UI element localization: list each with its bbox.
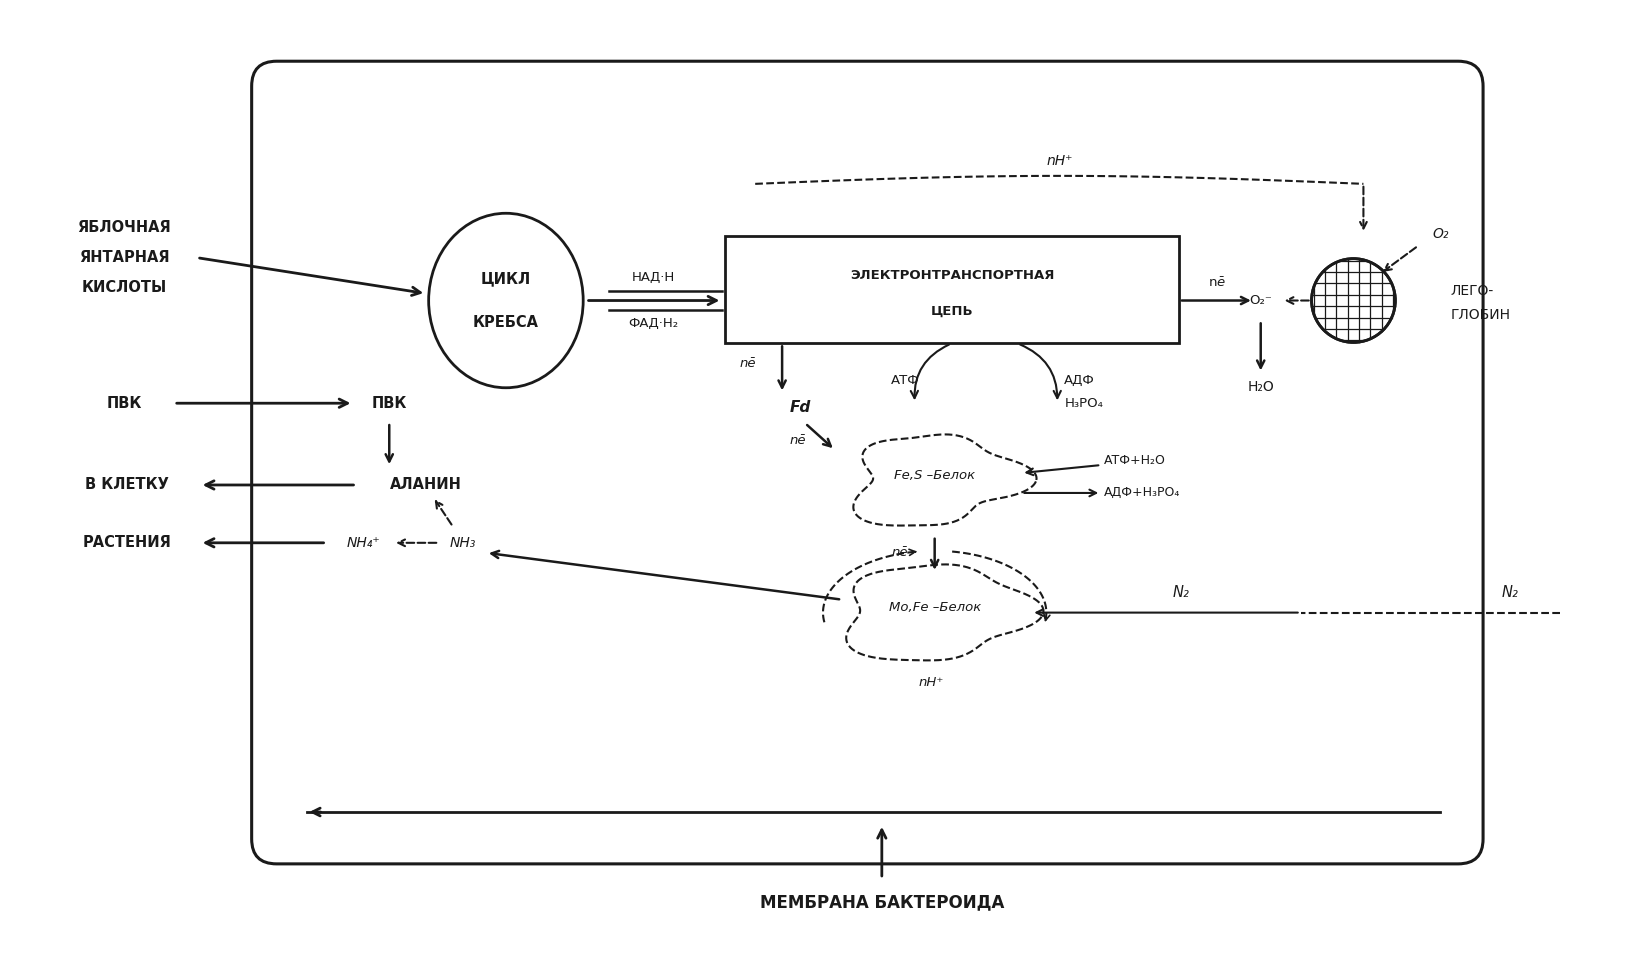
Text: NH₄⁺: NH₄⁺ bbox=[347, 536, 380, 550]
Text: N₂: N₂ bbox=[1502, 585, 1518, 600]
Text: В КЛЕТКУ: В КЛЕТКУ bbox=[85, 478, 169, 493]
Text: nē: nē bbox=[790, 434, 807, 447]
Text: ЯНТАРНАЯ: ЯНТАРНАЯ bbox=[79, 250, 169, 265]
Text: Fd: Fd bbox=[789, 400, 810, 414]
Text: nē: nē bbox=[739, 357, 756, 370]
Text: ПВК: ПВК bbox=[107, 395, 141, 411]
Text: КРЕБСА: КРЕБСА bbox=[473, 315, 539, 329]
Text: O₂: O₂ bbox=[1433, 226, 1449, 241]
Circle shape bbox=[1311, 259, 1395, 343]
Text: O₂⁻: O₂⁻ bbox=[1249, 294, 1272, 307]
Text: NH₃: NH₃ bbox=[450, 536, 476, 550]
Text: nē: nē bbox=[892, 546, 909, 560]
Text: ЦЕПЬ: ЦЕПЬ bbox=[932, 305, 973, 318]
Text: ЦИКЛ: ЦИКЛ bbox=[481, 271, 531, 286]
Text: АТФ: АТФ bbox=[891, 373, 918, 387]
Text: nН⁺: nН⁺ bbox=[918, 676, 945, 689]
Text: nН⁺: nН⁺ bbox=[1047, 154, 1073, 168]
Text: КИСЛОТЫ: КИСЛОТЫ bbox=[82, 280, 166, 295]
Text: АТФ+Н₂О: АТФ+Н₂О bbox=[1104, 454, 1167, 467]
Text: ЯБЛОЧНАЯ: ЯБЛОЧНАЯ bbox=[77, 221, 171, 235]
Text: Fe,S –Белок: Fe,S –Белок bbox=[894, 469, 976, 481]
Bar bbox=[725, 236, 1180, 344]
Text: Mo,Fe –Белок: Mo,Fe –Белок bbox=[889, 601, 981, 614]
Text: N₂: N₂ bbox=[1173, 585, 1190, 600]
Text: РАСТЕНИЯ: РАСТЕНИЯ bbox=[82, 536, 171, 550]
Text: АЛАНИН: АЛАНИН bbox=[391, 478, 462, 493]
Text: n$\bar{e}$: n$\bar{e}$ bbox=[1208, 277, 1226, 290]
Text: H₂O: H₂O bbox=[1247, 380, 1273, 394]
Text: НАД·Н: НАД·Н bbox=[633, 271, 675, 284]
Text: ПВК: ПВК bbox=[371, 395, 407, 411]
Text: ГЛОБИН: ГЛОБИН bbox=[1451, 308, 1510, 323]
Text: ЛЕГО-: ЛЕГО- bbox=[1451, 284, 1493, 298]
Text: АДФ+Н₃РО₄: АДФ+Н₃РО₄ bbox=[1104, 486, 1181, 499]
Text: ─────: ───── bbox=[611, 295, 641, 306]
Text: ЭЛЕКТРОНТРАНСПОРТНАЯ: ЭЛЕКТРОНТРАНСПОРТНАЯ bbox=[849, 269, 1055, 282]
Text: АДФ: АДФ bbox=[1065, 373, 1094, 387]
Text: ФАД·Н₂: ФАД·Н₂ bbox=[628, 317, 679, 329]
Text: Н₃РО₄: Н₃РО₄ bbox=[1065, 396, 1102, 410]
Text: МЕМБРАНА БАКТЕРОИДА: МЕМБРАНА БАКТЕРОИДА bbox=[759, 893, 1004, 911]
